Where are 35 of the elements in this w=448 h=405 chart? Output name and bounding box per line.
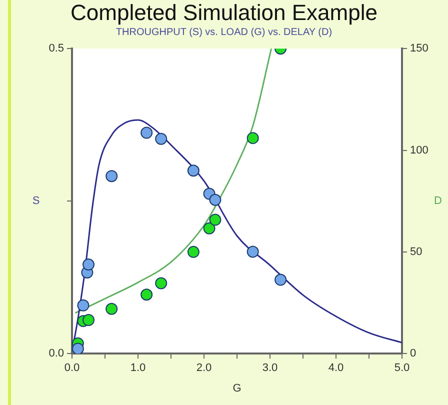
point bbox=[82, 258, 94, 271]
y2-tick-label: 0 bbox=[410, 348, 416, 360]
x-tick-label: 5.0 bbox=[394, 362, 410, 374]
point bbox=[246, 246, 259, 258]
point bbox=[72, 342, 84, 354]
point bbox=[106, 302, 118, 315]
y-axis-title: S bbox=[32, 195, 40, 208]
chart-subtitle: THROUGHPUT (S) vs. LOAD (G) vs. DELAY (D) bbox=[114, 26, 334, 39]
point bbox=[209, 214, 222, 226]
chart-title: Completed Simulation Example bbox=[70, 0, 378, 26]
point bbox=[82, 314, 94, 326]
point bbox=[203, 222, 216, 234]
x-tick-label: 1.0 bbox=[130, 362, 146, 374]
point bbox=[106, 170, 118, 182]
point bbox=[77, 299, 90, 312]
x-tick-label: 3.0 bbox=[262, 362, 278, 374]
line-series bbox=[74, 48, 272, 314]
x-tick-label: 0.0 bbox=[64, 362, 80, 374]
x-tick-label: 2.0 bbox=[196, 362, 212, 374]
point bbox=[155, 277, 168, 290]
y2-tick-label: 150 bbox=[410, 42, 428, 55]
point bbox=[246, 132, 259, 144]
x-tick-label: 4.0 bbox=[328, 362, 344, 374]
point bbox=[155, 132, 168, 145]
point bbox=[187, 164, 200, 177]
y2-tick-label: 100 bbox=[410, 144, 428, 156]
point bbox=[187, 246, 200, 258]
y2-axis-title: D bbox=[434, 195, 442, 208]
point bbox=[140, 288, 153, 301]
x-axis-title: G bbox=[232, 382, 242, 394]
y-tick-label: 0.5 bbox=[48, 42, 64, 55]
y2-tick-label: 50 bbox=[410, 246, 422, 258]
point bbox=[140, 126, 153, 139]
point bbox=[209, 194, 222, 206]
point bbox=[274, 274, 287, 286]
